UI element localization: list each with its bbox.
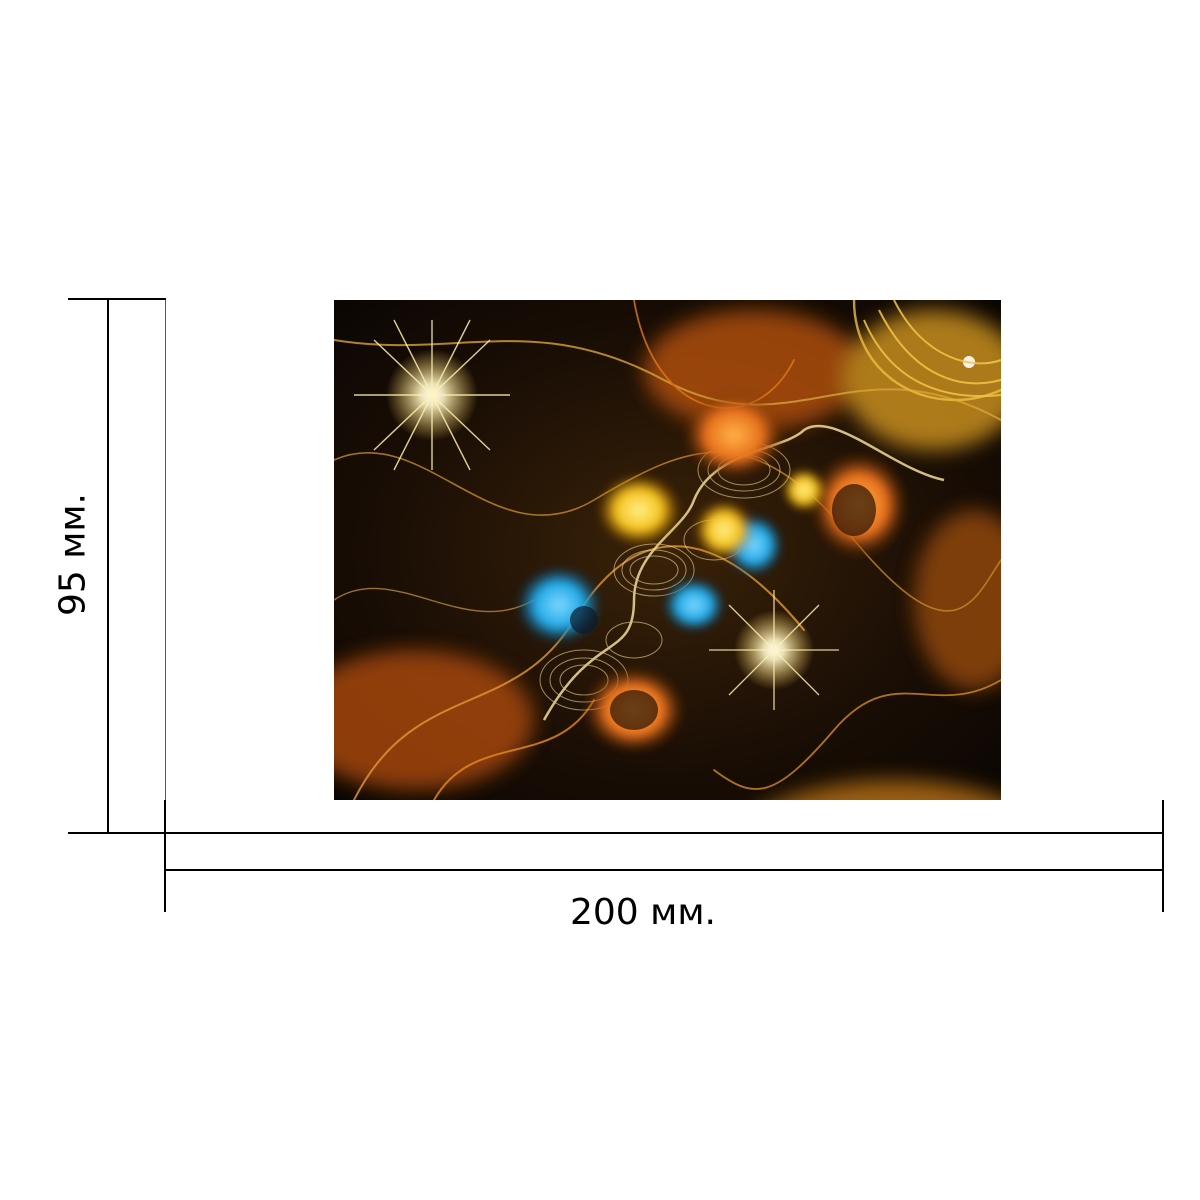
width-extension-line-top — [165, 832, 1163, 834]
fractal-artwork — [334, 300, 1001, 800]
star-upper-left — [354, 319, 510, 471]
height-top-tick — [68, 298, 166, 300]
width-right-tick — [1162, 800, 1164, 912]
height-dimension-line — [107, 298, 109, 834]
star-center-right — [709, 590, 839, 710]
artwork-image — [334, 300, 1001, 800]
height-label: 95 мм. — [52, 493, 94, 617]
height-extension-line-inner — [165, 298, 166, 834]
width-label: 200 мм. — [570, 892, 716, 933]
width-left-tick — [164, 800, 166, 912]
height-bottom-tick — [68, 832, 166, 834]
width-dimension-line — [165, 869, 1163, 871]
